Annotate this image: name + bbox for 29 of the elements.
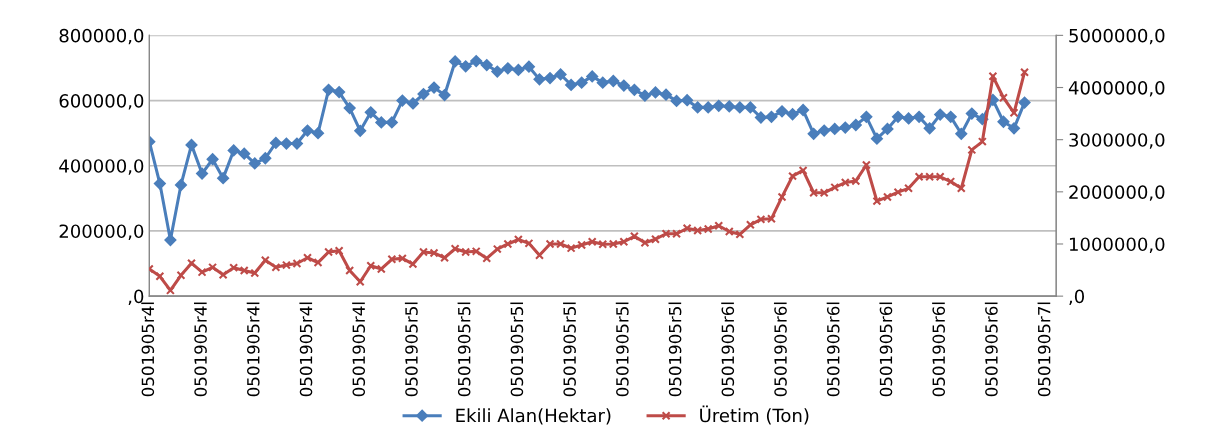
x-tick-label: 0501905r5l bbox=[668, 302, 682, 397]
x-tick-label: 0501905r4l bbox=[246, 302, 260, 397]
x-tick-label: 0501905r7l bbox=[1037, 302, 1051, 397]
x-tick-label: 0501905r5l bbox=[615, 302, 629, 397]
y2-tick-label: 3000000,0 bbox=[1069, 133, 1165, 149]
x-tick-label: 0501905r4l bbox=[352, 302, 366, 397]
x-tick-label: 0501905r5l bbox=[404, 302, 418, 397]
y-tick-label: 200000,0 bbox=[59, 224, 144, 240]
y2-tick-label: ,0 bbox=[1069, 289, 1085, 306]
x-tick-label: 0501905r5l bbox=[510, 302, 524, 397]
x-tick-label: 0501905r4l bbox=[193, 302, 207, 397]
x-tick-label: 0501905r6l bbox=[984, 302, 998, 397]
y-tick-label: 400000,0 bbox=[59, 159, 144, 175]
x-tick-label: 0501905r4l bbox=[299, 302, 313, 397]
x-tick-label: 0501905r5l bbox=[457, 302, 471, 397]
y2-tick-label: 1000000,0 bbox=[1069, 237, 1165, 253]
x-tick-label: 0501905r6l bbox=[826, 302, 840, 397]
y2-tick-label: 2000000,0 bbox=[1069, 185, 1165, 201]
x-tick-label: 0501905r6l bbox=[932, 302, 946, 397]
x-tick-label: 0501905r6l bbox=[879, 302, 893, 397]
legend-label: Ekili Alan(Hektar) bbox=[456, 408, 611, 425]
x-tick-label: 0501905r5l bbox=[563, 302, 576, 397]
legend-label: Üretim (Ton) bbox=[700, 405, 809, 425]
y2-tick-label: 4000000,0 bbox=[1068, 80, 1165, 97]
x-tick-label: 0501905r6l bbox=[773, 302, 787, 397]
x-tick-label: 0501905r6l bbox=[721, 302, 735, 397]
y2-tick-label: 5000000,0 bbox=[1069, 28, 1165, 45]
y-tick-label: 600000,0 bbox=[59, 94, 144, 110]
y-tick-label: 800000,0 bbox=[59, 28, 144, 45]
